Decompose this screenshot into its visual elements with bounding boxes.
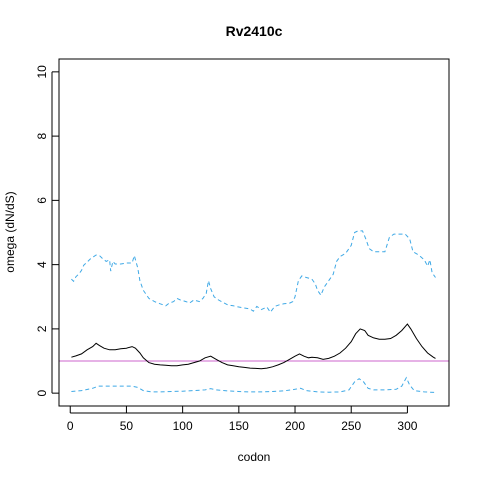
x-tick-label: 0 — [67, 419, 74, 433]
x-axis-label: codon — [238, 450, 271, 464]
series-line-lower-bound — [71, 376, 436, 393]
x-tick-label: 100 — [173, 419, 193, 433]
x-tick-label: 50 — [120, 419, 134, 433]
chart-title: Rv2410c — [226, 23, 283, 39]
x-tick-label: 250 — [341, 419, 361, 433]
series-line-estimate — [71, 323, 436, 370]
y-tick-label: 4 — [35, 261, 49, 268]
plot-area: 0 50 100 150 200 250 300 0 2 4 6 8 10 — [35, 65, 449, 433]
y-tick-label: 0 — [35, 389, 49, 396]
y-tick-label: 6 — [35, 197, 49, 204]
series-line-upper-bound — [71, 230, 436, 314]
y-tick-label: 2 — [35, 325, 49, 332]
y-tick-label: 10 — [35, 65, 49, 79]
plot-frame — [58, 58, 450, 407]
y-tick-label: 8 — [35, 132, 49, 139]
x-tick-label: 200 — [285, 419, 305, 433]
y-axis-label: omega (dN/dS) — [3, 191, 17, 272]
x-tick-label: 150 — [229, 419, 249, 433]
x-tick-label: 300 — [397, 419, 417, 433]
